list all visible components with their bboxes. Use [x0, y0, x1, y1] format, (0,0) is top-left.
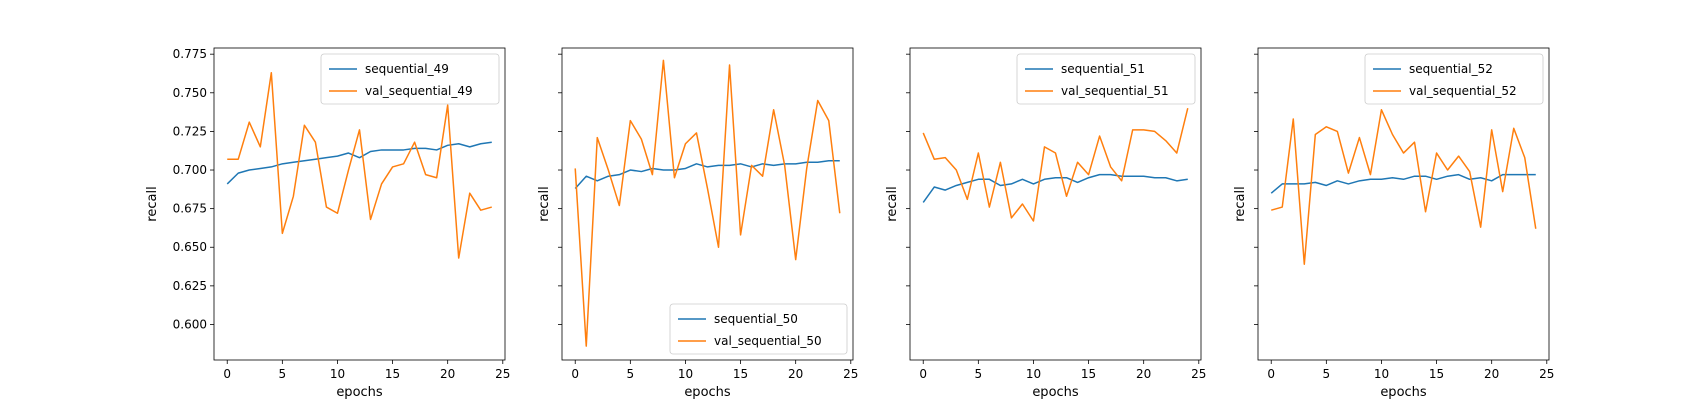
y-tick-label: 0.700 [173, 163, 207, 177]
axes-frame [213, 47, 506, 361]
x-tick-label: 25 [495, 367, 510, 381]
legend-box [320, 53, 500, 105]
legend-label: val_sequential_49 [365, 84, 473, 98]
x-tick-label: 20 [440, 367, 455, 381]
legend-box [1364, 53, 1544, 105]
legend-label: val_sequential_51 [1061, 84, 1169, 98]
x-tick-label: 15 [385, 367, 400, 381]
legend-label: val_sequential_50 [714, 334, 822, 348]
legend: sequential_51 val_sequential_51 [1016, 53, 1196, 105]
series-line-val_sequential_52 [1271, 109, 1537, 265]
x-tick-label: 0 [223, 367, 231, 381]
series-line-val_sequential_50 [574, 59, 841, 347]
legend-label: val_sequential_52 [1409, 84, 1517, 98]
x-tick-label: 0 [1267, 367, 1275, 381]
series-line-sequential_50 [574, 160, 840, 190]
y-tick-label: 0.675 [173, 202, 207, 216]
legend-box [1016, 53, 1196, 105]
x-tick-label: 5 [1323, 367, 1331, 381]
axes-frame [909, 47, 1202, 361]
y-tick-label: 0.775 [173, 47, 207, 61]
x-tick-label: 10 [1374, 367, 1389, 381]
y-axis-label: recall [1233, 186, 1248, 221]
legend: sequential_52 val_sequential_52 [1364, 53, 1544, 105]
y-tick-label: 0.725 [173, 124, 207, 138]
x-tick-label: 0 [571, 367, 579, 381]
subplot-3: 0 5 10 15 20 25 epochs recall sequential_51 val_s… [885, 47, 1206, 400]
series-line-sequential_52 [1270, 173, 1536, 194]
legend-label: sequential_50 [714, 312, 798, 326]
subplot-1: 0 5 10 15 20 25 0.600 0.625 0.650 0.675 0.700 0.725… [145, 47, 510, 400]
x-tick-label: 10 [678, 367, 693, 381]
x-tick-label: 0 [919, 367, 927, 381]
x-axis-label: epochs [684, 385, 731, 400]
legend-box [669, 303, 848, 355]
x-tick-label: 5 [975, 367, 983, 381]
x-tick-label: 15 [733, 367, 748, 381]
y-tick-label: 0.650 [173, 240, 207, 254]
x-tick-label: 25 [843, 367, 858, 381]
y-tick-label: 0.625 [173, 279, 207, 293]
axes-frame [1257, 47, 1550, 361]
x-axis-label: epochs [1380, 385, 1427, 400]
y-tick-label: 0.600 [173, 317, 207, 331]
y-axis-label: recall [145, 186, 160, 221]
series-line-val_sequential_49 [227, 71, 492, 259]
x-tick-label: 20 [788, 367, 803, 381]
x-axis-label: epochs [1032, 385, 1079, 400]
x-tick-label: 25 [1539, 367, 1554, 381]
x-tick-label: 20 [1484, 367, 1499, 381]
series-line-sequential_51 [922, 173, 1188, 203]
legend: sequential_50 val_sequential_50 [669, 303, 848, 355]
x-tick-label: 20 [1136, 367, 1151, 381]
x-tick-label: 5 [627, 367, 635, 381]
x-tick-label: 10 [1026, 367, 1041, 381]
series-line-val_sequential_51 [922, 108, 1189, 222]
x-axis-label: epochs [336, 385, 383, 400]
subplot-4: 0 5 10 15 20 25 epochs recall sequential_52 val_s… [1233, 47, 1554, 400]
subplot-2: 0 5 10 15 20 25 epochs recall sequential_50 val_s… [537, 47, 858, 400]
series-line-sequential_49 [226, 141, 492, 185]
axes-frame [561, 47, 854, 361]
x-tick-label: 25 [1191, 367, 1206, 381]
y-axis-label: recall [885, 186, 900, 221]
x-tick-label: 10 [330, 367, 345, 381]
y-tick-label: 0.750 [173, 86, 207, 100]
legend-label: sequential_51 [1061, 62, 1145, 76]
legend: sequential_49 val_sequential_49 [320, 53, 500, 105]
x-tick-label: 5 [279, 367, 287, 381]
x-tick-label: 15 [1429, 367, 1444, 381]
x-tick-label: 15 [1081, 367, 1096, 381]
legend-label: sequential_49 [365, 62, 449, 76]
y-axis-label: recall [537, 186, 552, 221]
legend-label: sequential_52 [1409, 62, 1493, 76]
